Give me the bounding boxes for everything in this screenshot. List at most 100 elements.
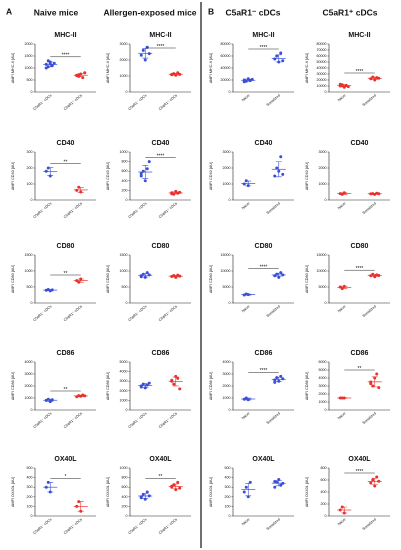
- x-tick-label: Naive: [337, 411, 347, 420]
- data-point: [279, 51, 283, 55]
- data-point: [279, 271, 283, 275]
- y-axis-label: ΔMFI CD80 [AU]: [11, 265, 15, 293]
- y-tick-label: 600: [122, 169, 128, 173]
- y-tick-label: 3000: [223, 372, 231, 376]
- error-bar: [245, 78, 252, 82]
- y-tick-label: 1000: [25, 66, 33, 70]
- data-point: [275, 166, 279, 170]
- error-bar: [275, 376, 282, 382]
- y-tick-label: 0: [229, 301, 231, 305]
- y-tick-label: 15000: [221, 253, 231, 257]
- error-bar: [172, 376, 179, 387]
- column-header: C5aR1⁺ cDCs: [322, 7, 377, 17]
- x-tick-label: Naive: [337, 93, 347, 102]
- y-tick-label: 2000: [120, 58, 128, 62]
- panel-title: MHC-II: [149, 32, 171, 39]
- x-tick-label: Naive: [337, 304, 347, 313]
- data-point: [176, 376, 180, 380]
- y-axis-label: ΔMFI CD40 [AU]: [209, 162, 213, 190]
- panel-title: CD86: [351, 350, 369, 357]
- y-tick-label: 1000: [120, 398, 128, 402]
- y-tick-label: 60000: [221, 54, 231, 58]
- y-axis-label: ΔMFI OX40L [AU]: [305, 477, 309, 507]
- y-tick-label: 50000: [317, 60, 327, 64]
- data-point: [50, 64, 54, 68]
- data-point: [139, 172, 143, 176]
- data-point: [377, 386, 381, 390]
- panel-title: CD86: [255, 350, 273, 357]
- error-bar: [77, 394, 84, 397]
- y-tick-label: 1500: [25, 54, 33, 58]
- error-bar: [371, 477, 378, 486]
- y-tick-label: 0: [325, 514, 327, 518]
- significance-label: ****: [260, 368, 268, 374]
- y-tick-label: 0: [126, 301, 128, 305]
- y-tick-label: 20000: [221, 78, 231, 82]
- error-bar: [172, 73, 179, 76]
- significance-label: ****: [157, 153, 165, 159]
- significance-label: **: [64, 160, 68, 166]
- y-tick-label: 0: [126, 514, 128, 518]
- y-tick-label: 100: [27, 182, 33, 186]
- data-point: [139, 496, 143, 500]
- data-point: [141, 48, 145, 52]
- y-tick-label: 40000: [221, 66, 231, 70]
- y-axis-label: ΔMFI CD40 [AU]: [305, 162, 309, 190]
- y-tick-label: 60000: [317, 54, 327, 58]
- y-tick-label: 200: [122, 504, 128, 508]
- y-tick-label: 4000: [223, 360, 231, 364]
- error-bar: [371, 274, 378, 277]
- y-tick-label: 2000: [120, 389, 128, 393]
- y-tick-label: 10000: [317, 269, 327, 273]
- data-point: [371, 478, 375, 482]
- error-bar: [77, 501, 84, 512]
- y-tick-label: 1000: [319, 182, 327, 186]
- y-tick-label: 0: [31, 90, 33, 94]
- error-bar: [275, 480, 282, 487]
- error-bar: [371, 76, 378, 80]
- data-point: [273, 485, 277, 489]
- y-tick-label: 800: [122, 476, 128, 480]
- error-bar: [142, 493, 149, 499]
- y-tick-label: 0: [325, 408, 327, 412]
- y-tick-label: 0: [126, 90, 128, 94]
- error-bar: [371, 193, 378, 195]
- data-point: [139, 174, 143, 178]
- panel-title: CD40: [351, 140, 369, 147]
- error-bar: [341, 192, 348, 195]
- error-bar: [245, 293, 252, 296]
- y-tick-label: 500: [27, 285, 33, 289]
- y-tick-label: 1000: [319, 400, 327, 404]
- y-tick-label: 1000: [120, 74, 128, 78]
- y-axis-label: ΔMFI OX40L [AU]: [106, 477, 110, 507]
- y-tick-label: 3000: [319, 150, 327, 154]
- panel-title: CD40: [152, 140, 170, 147]
- error-bar: [341, 285, 348, 289]
- significance-label: ****: [356, 266, 364, 272]
- data-point: [75, 188, 79, 192]
- error-bar: [245, 483, 252, 497]
- y-tick-label: 4000: [319, 376, 327, 380]
- y-tick-label: 0: [325, 301, 327, 305]
- y-tick-label: 1000: [120, 269, 128, 273]
- y-tick-label: 1500: [25, 253, 33, 257]
- y-tick-label: 400: [122, 179, 128, 183]
- panel-title: OX40L: [252, 456, 275, 463]
- data-point: [141, 382, 145, 386]
- y-tick-label: 500: [27, 466, 33, 470]
- y-tick-label: 600: [122, 485, 128, 489]
- panel-title: CD86: [152, 350, 170, 357]
- data-point: [143, 58, 147, 62]
- y-tick-label: 4000: [120, 370, 128, 374]
- data-point: [145, 490, 149, 494]
- error-bar: [77, 73, 84, 77]
- data-point: [279, 155, 283, 159]
- data-point: [172, 382, 176, 386]
- y-tick-label: 1000: [120, 150, 128, 154]
- data-point: [373, 275, 377, 279]
- y-tick-label: 40000: [317, 66, 327, 70]
- error-bar: [47, 167, 54, 176]
- error-bar: [245, 180, 252, 187]
- y-tick-label: 4000: [25, 360, 33, 364]
- x-tick-label: Naive: [241, 93, 251, 102]
